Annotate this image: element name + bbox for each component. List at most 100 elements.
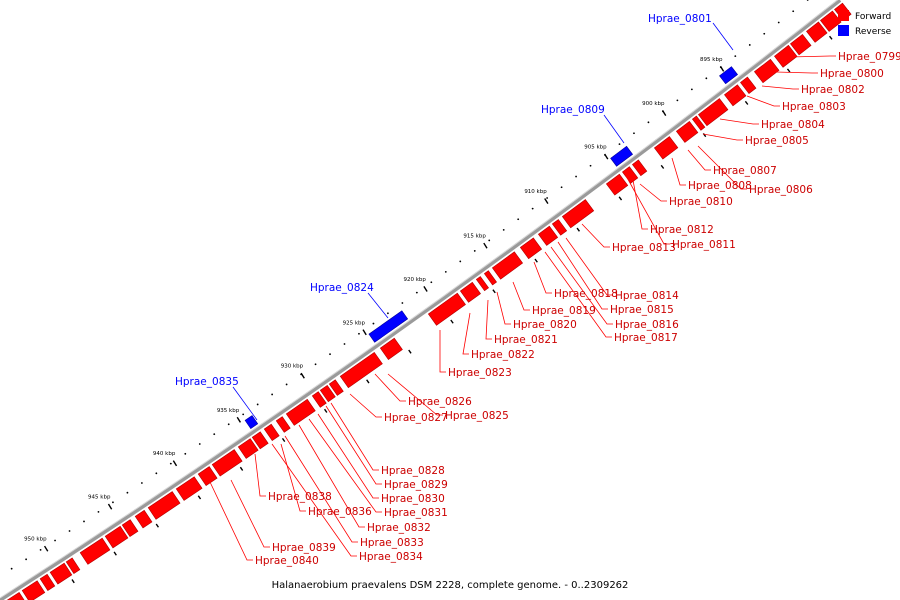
forward-leader-line [298,424,365,528]
forward-leader-line [330,402,379,471]
forward-leader-line [308,418,382,513]
forward-gene-block [631,159,648,177]
forward-gene-label: Hprae_0823 [448,367,512,379]
tick-label: 910 kbp [524,189,547,195]
reverse-leader-line [603,114,625,144]
reverse-gene-block [719,66,738,85]
forward-gene-label: Hprae_0826 [408,396,472,408]
forward-gene-block [6,591,25,600]
forward-gene-label: Hprae_0820 [513,319,577,331]
inner-tick-dash [71,579,75,584]
major-tick-mark [604,153,609,160]
tick-label: 950 kbp [24,537,47,543]
forward-gene-block [147,491,181,520]
forward-gene-label: Hprae_0808 [688,180,752,192]
forward-gene-label: Hprae_0828 [381,465,445,477]
minor-tick-dot [517,218,520,221]
minor-tick-dot [83,520,85,523]
legend: Forward Reverse [838,10,892,37]
forward-leader-line [496,291,511,325]
label-leader-lines [209,22,836,561]
minor-tick-dot [618,143,621,146]
forward-leader-line [632,179,648,230]
reverse-gene-labels: Hprae_0801 Hprae_0809 Hprae_0824 Hprae_0835 [175,13,712,388]
minor-tick-dot [777,21,780,24]
major-tick-mark [661,110,667,116]
minor-tick-dot [271,393,274,396]
minor-tick-dot [415,291,418,294]
tick-label: 895 kbp [700,57,723,63]
forward-gene-block [491,251,524,280]
forward-gene-block [197,466,218,487]
tick-label: 900 kbp [642,101,665,107]
forward-gene-block [79,537,111,565]
reverse-gene-block [244,415,259,430]
genome-caption: Halanaerobium praevalens DSM 2228, compl… [272,580,629,591]
inner-tick-dash [576,227,581,232]
forward-gene-block [740,76,757,94]
inner-tick-dash [618,196,623,201]
forward-gene-label: Hprae_0836 [308,506,372,518]
minor-tick-dot [502,228,505,231]
inner-tick-dash [828,35,833,40]
forward-leader-line [557,241,608,310]
forward-gene-block [427,292,466,326]
forward-gene-label: Hprae_0815 [610,304,674,316]
forward-gene-label: Hprae_0833 [360,537,424,549]
minor-tick-dot [488,239,491,242]
minor-tick-dot [25,558,28,561]
forward-gene-block [39,573,56,591]
forward-gene-label: Hprae_0807 [713,165,777,177]
forward-gene-block [263,423,280,441]
forward-gene-label: Hprae_0834 [359,551,423,563]
forward-leader-line [697,145,747,190]
forward-gene-block [561,199,595,229]
minor-tick-dot [473,250,476,252]
forward-leader-line [209,481,253,561]
minor-tick-dot [387,312,389,315]
forward-gene-block [692,115,706,131]
forward-leader-line [254,453,266,497]
tick-label: 930 kbp [281,364,304,370]
minor-tick-dot [806,0,809,1]
minor-tick-dot [401,302,404,304]
minor-tick-dot [633,132,635,135]
forward-gene-block [211,449,243,477]
forward-leader-line [761,85,799,90]
forward-leader-line [719,118,759,125]
inner-tick-dash [197,495,202,500]
forward-gene-label: Hprae_0799 [838,51,900,63]
forward-gene-label: Hprae_0800 [820,68,884,80]
minor-tick-dot [676,99,679,102]
reverse-leader-line [367,292,389,319]
forward-gene-block [537,225,559,246]
major-tick-mark [107,503,113,510]
forward-gene-label: Hprae_0819 [532,305,596,317]
inner-tick-dash [408,349,412,354]
minor-tick-dot [97,511,100,513]
genome-backbone [0,0,842,600]
minor-tick-dot [242,413,245,416]
forward-gene-label: Hprae_0803 [782,101,846,113]
forward-gene-block [774,44,798,68]
tick-label: 940 kbp [153,451,176,457]
reverse-gene-label: Hprae_0809 [541,104,605,116]
forward-gene-block [806,21,828,43]
forward-gene-label: Hprae_0806 [749,184,813,196]
forward-gene-block [319,384,336,403]
minor-tick-dot [647,121,650,124]
forward-gene-block [251,431,269,450]
forward-leader-line [462,312,471,355]
minor-tick-dot [690,88,693,91]
forward-leader-line [775,71,818,74]
forward-gene-label: Hprae_0840 [255,555,319,567]
forward-leader-line [349,393,382,418]
major-tick-mark [362,329,367,336]
forward-gene-block [653,136,679,160]
forward-gene-label: Hprae_0821 [494,334,558,346]
forward-gene-label: Hprae_0817 [614,332,678,344]
minor-tick-dot [358,332,360,335]
forward-gene-label: Hprae_0832 [367,522,431,534]
inner-tick-dash [281,437,286,443]
reverse-gene-label: Hprae_0835 [175,376,239,388]
